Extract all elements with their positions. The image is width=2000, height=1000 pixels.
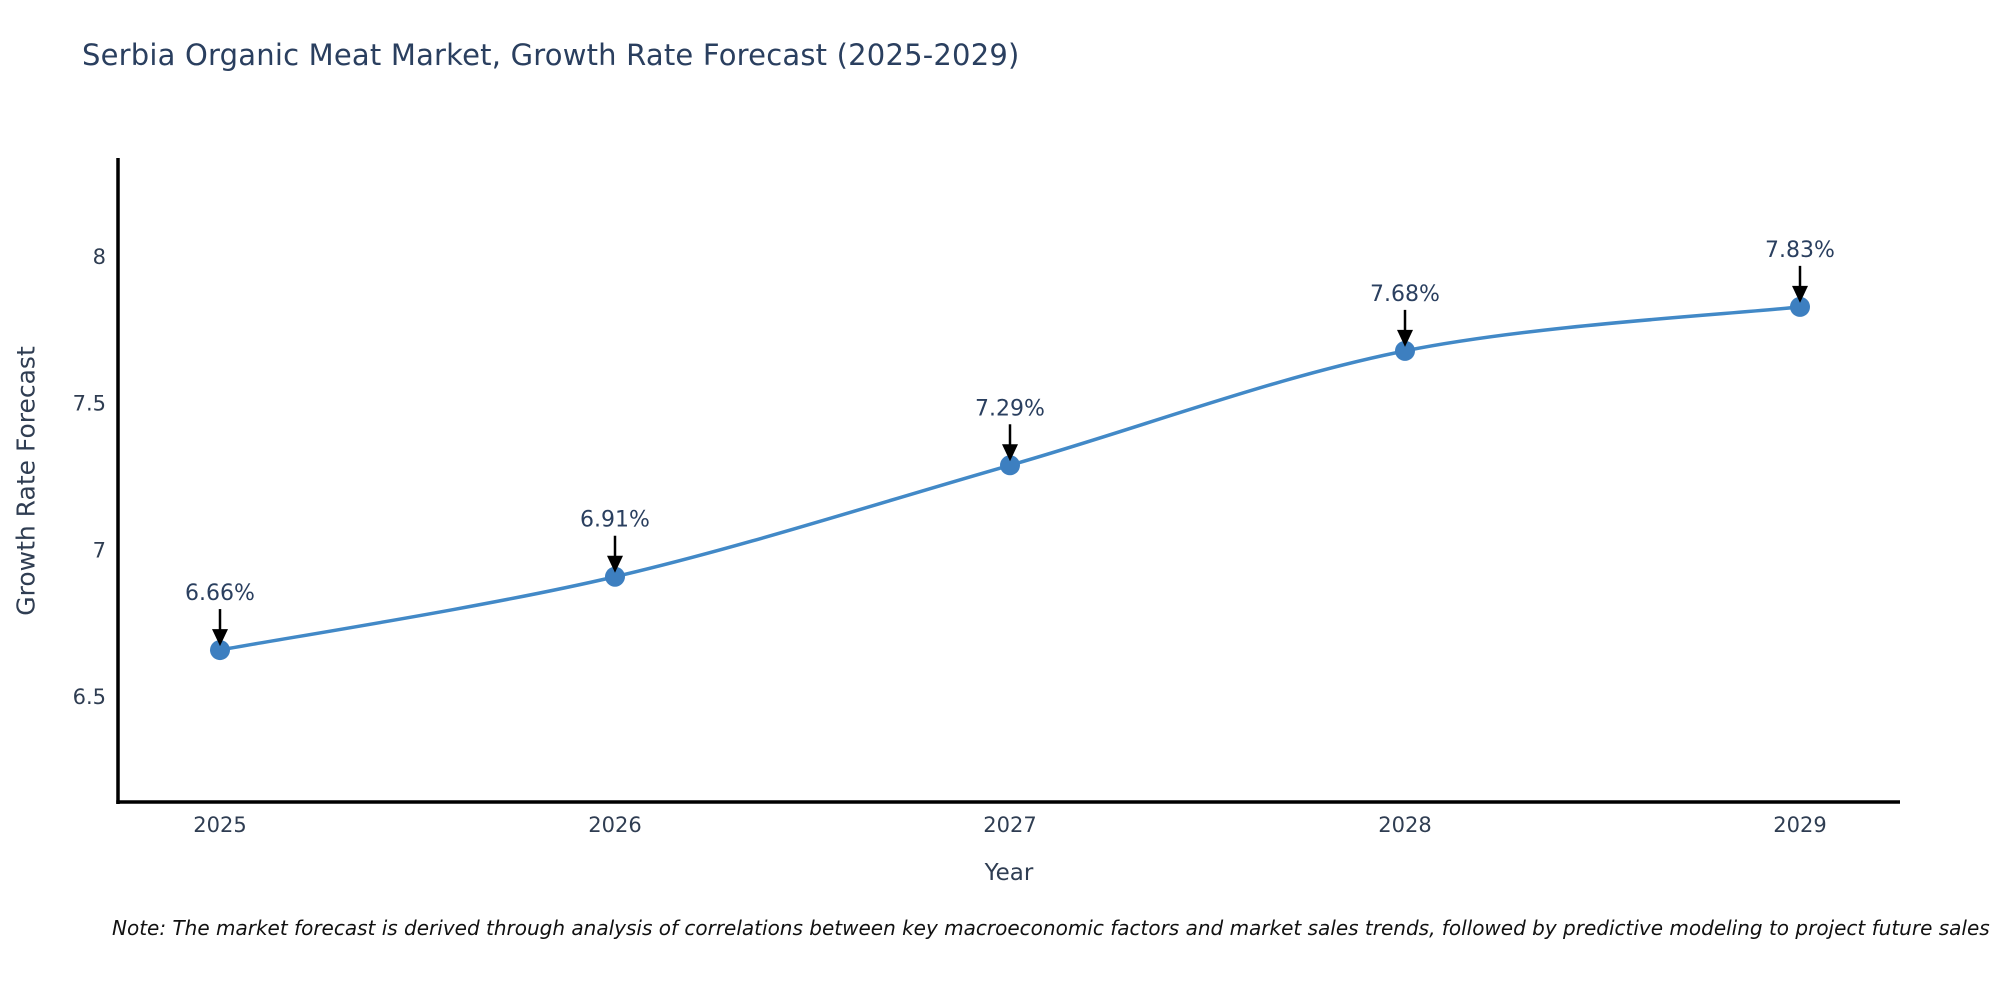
data-point xyxy=(1790,296,1810,317)
annotation-arrow-head xyxy=(1397,329,1413,347)
trend-line xyxy=(218,305,1802,652)
y-tick-label: 7.5 xyxy=(73,392,106,416)
data-point xyxy=(1395,340,1415,361)
x-tick-label: 2025 xyxy=(193,813,246,837)
annotation-arrow-head xyxy=(212,629,228,647)
x-tick-label: 2027 xyxy=(983,813,1036,837)
footnote-text: Note: The market forecast is derived thr… xyxy=(112,916,1990,940)
point-value-label: 6.66% xyxy=(185,581,255,606)
x-tick-label: 2028 xyxy=(1378,813,1431,837)
annotation-arrow-head xyxy=(1792,285,1808,303)
point-value-label: 6.91% xyxy=(580,508,650,533)
y-tick-label: 7 xyxy=(93,538,106,562)
x-tick-label: 2026 xyxy=(588,813,641,837)
point-value-label: 7.83% xyxy=(1765,238,1835,263)
point-value-label: 7.29% xyxy=(975,396,1045,421)
point-value-label: 7.68% xyxy=(1370,282,1440,307)
y-tick-label: 8 xyxy=(93,245,106,269)
data-point xyxy=(210,640,230,661)
annotation-arrow-head xyxy=(607,555,623,573)
y-axis-title: Growth Rate Forecast xyxy=(11,346,41,616)
y-tick-label: 6.5 xyxy=(73,685,106,709)
x-axis-title: Year xyxy=(984,860,1034,886)
chart-title: Serbia Organic Meat Market, Growth Rate … xyxy=(82,38,1020,72)
annotation-arrow-head xyxy=(1002,444,1018,462)
x-tick-label: 2029 xyxy=(1773,813,1826,837)
data-point xyxy=(605,566,625,587)
data-point xyxy=(1000,455,1020,476)
